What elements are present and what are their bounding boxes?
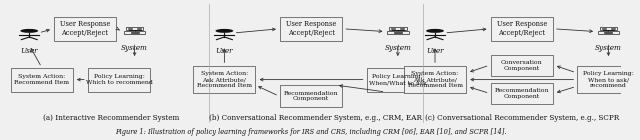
FancyBboxPatch shape — [367, 68, 429, 92]
FancyBboxPatch shape — [280, 85, 342, 107]
Text: System Action:
Recommend Item: System Action: Recommend Item — [14, 74, 69, 85]
Text: User: User — [20, 47, 38, 55]
Text: System: System — [595, 44, 622, 52]
FancyBboxPatch shape — [392, 28, 396, 29]
Text: System: System — [121, 44, 148, 52]
FancyBboxPatch shape — [125, 27, 143, 30]
FancyBboxPatch shape — [602, 28, 606, 29]
Text: Policy Learning:
Which to recommend: Policy Learning: Which to recommend — [86, 74, 152, 85]
Text: User: User — [216, 47, 233, 55]
Text: Policy Learning:
When/What to ask: Policy Learning: When/What to ask — [369, 74, 427, 85]
Text: (a) Interactive Recommender System: (a) Interactive Recommender System — [44, 114, 179, 122]
FancyBboxPatch shape — [193, 66, 255, 93]
FancyBboxPatch shape — [280, 17, 342, 41]
Text: System Action:
Ask Attribute/
Recommend Item: System Action: Ask Attribute/ Recommend … — [408, 71, 463, 88]
Text: User: User — [426, 47, 444, 55]
Text: Conversation
Component: Conversation Component — [501, 60, 543, 71]
FancyBboxPatch shape — [491, 83, 553, 104]
FancyBboxPatch shape — [128, 28, 132, 29]
Text: User Response
Accept/Reject: User Response Accept/Reject — [60, 20, 110, 37]
FancyBboxPatch shape — [389, 27, 407, 30]
FancyBboxPatch shape — [387, 31, 409, 34]
Circle shape — [216, 29, 234, 33]
FancyBboxPatch shape — [137, 28, 141, 29]
FancyBboxPatch shape — [124, 31, 145, 34]
Text: (c) Conversational Recommender System, e.g., SCPR: (c) Conversational Recommender System, e… — [424, 114, 619, 122]
FancyBboxPatch shape — [88, 68, 150, 92]
Circle shape — [20, 29, 38, 33]
Text: Figure 1: Illustration of policy learning frameworks for IRS and CRS, including : Figure 1: Illustration of policy learnin… — [115, 128, 507, 136]
Text: (b) Conversational Recommender System, e.g., CRM, EAR: (b) Conversational Recommender System, e… — [209, 114, 422, 122]
FancyBboxPatch shape — [491, 55, 553, 76]
FancyBboxPatch shape — [400, 28, 404, 29]
Text: User Response
Accept/Reject: User Response Accept/Reject — [286, 20, 336, 37]
FancyBboxPatch shape — [54, 17, 116, 41]
Text: Recommendation
Component: Recommendation Component — [284, 91, 339, 102]
Text: Recommendation
Component: Recommendation Component — [495, 88, 549, 99]
FancyBboxPatch shape — [404, 66, 466, 93]
FancyBboxPatch shape — [11, 68, 72, 92]
Text: System Action:
Ask Attribute/
Recommend Item: System Action: Ask Attribute/ Recommend … — [197, 71, 252, 88]
Text: User Response
Accept/Reject: User Response Accept/Reject — [497, 20, 547, 37]
FancyBboxPatch shape — [577, 66, 639, 93]
FancyBboxPatch shape — [611, 28, 615, 29]
FancyBboxPatch shape — [600, 27, 618, 30]
FancyBboxPatch shape — [598, 31, 620, 34]
Circle shape — [426, 29, 444, 33]
Text: Policy Learning:
When to ask/
recommend: Policy Learning: When to ask/ recommend — [583, 71, 634, 88]
Text: System: System — [385, 44, 412, 52]
FancyBboxPatch shape — [491, 17, 553, 41]
